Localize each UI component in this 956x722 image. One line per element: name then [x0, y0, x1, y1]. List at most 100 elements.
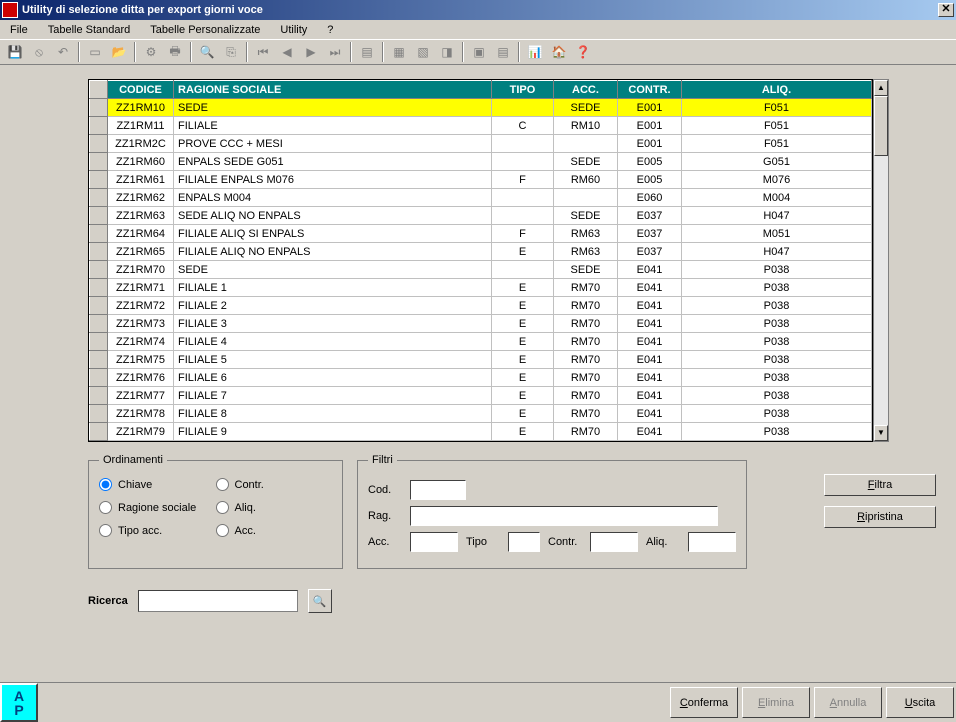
table-row[interactable]: ZZ1RM78FILIALE 8ERM70E041P038 — [90, 405, 872, 423]
cell-ragione[interactable]: FILIALE 5 — [174, 351, 492, 369]
menu-tabelle-personalizzate[interactable]: Tabelle Personalizzate — [144, 22, 266, 38]
row-header[interactable] — [90, 351, 108, 369]
cell-codice[interactable]: ZZ1RM71 — [108, 279, 174, 297]
cell-acc[interactable]: SEDE — [554, 99, 618, 117]
ricerca-input[interactable] — [138, 590, 298, 612]
find-icon[interactable]: 🔍 — [196, 41, 218, 63]
new-icon[interactable]: ▭ — [84, 41, 106, 63]
cell-acc[interactable]: RM70 — [554, 297, 618, 315]
cell-ragione[interactable]: FILIALE 2 — [174, 297, 492, 315]
copy-icon[interactable]: ⎘ — [220, 41, 242, 63]
cell-aliq[interactable]: P038 — [682, 279, 872, 297]
cell-acc[interactable]: RM70 — [554, 333, 618, 351]
cell-tipo[interactable] — [492, 99, 554, 117]
cell-aliq[interactable]: M004 — [682, 189, 872, 207]
cell-ragione[interactable]: FILIALE 8 — [174, 405, 492, 423]
radio-contr-[interactable]: Contr. — [216, 478, 333, 491]
cell-tipo[interactable] — [492, 261, 554, 279]
table-row[interactable]: ZZ1RM76FILIALE 6ERM70E041P038 — [90, 369, 872, 387]
table-row[interactable]: ZZ1RM71FILIALE 1ERM70E041P038 — [90, 279, 872, 297]
cell-codice[interactable]: ZZ1RM2C — [108, 135, 174, 153]
tool3-icon[interactable]: ◨ — [436, 41, 458, 63]
cell-acc[interactable]: SEDE — [554, 261, 618, 279]
cell-codice[interactable]: ZZ1RM10 — [108, 99, 174, 117]
table-row[interactable]: ZZ1RM74FILIALE 4ERM70E041P038 — [90, 333, 872, 351]
cell-contr[interactable]: E041 — [618, 297, 682, 315]
cell-ragione[interactable]: FILIALE ENPALS M076 — [174, 171, 492, 189]
col-codice[interactable]: CODICE — [108, 81, 174, 99]
cell-codice[interactable]: ZZ1RM74 — [108, 333, 174, 351]
cell-contr[interactable]: E037 — [618, 243, 682, 261]
row-header[interactable] — [90, 135, 108, 153]
filtro-tipo-input[interactable] — [508, 532, 540, 552]
table-row[interactable]: ZZ1RM60ENPALS SEDE G051SEDEE005G051 — [90, 153, 872, 171]
ricerca-button[interactable]: 🔍 — [308, 589, 332, 613]
print-icon[interactable]: 🖶 — [164, 41, 186, 63]
cell-contr[interactable]: E041 — [618, 387, 682, 405]
menu-utility[interactable]: Utility — [274, 22, 313, 38]
row-header[interactable] — [90, 171, 108, 189]
row-header[interactable] — [90, 243, 108, 261]
scroll-thumb[interactable] — [874, 96, 888, 156]
radio-aliq-[interactable]: Aliq. — [216, 501, 333, 514]
cell-acc[interactable] — [554, 189, 618, 207]
cell-tipo[interactable] — [492, 153, 554, 171]
settings-icon[interactable]: ⚙ — [140, 41, 162, 63]
cell-acc[interactable]: RM63 — [554, 243, 618, 261]
cell-tipo[interactable] — [492, 189, 554, 207]
filtro-contr-input[interactable] — [590, 532, 638, 552]
row-header[interactable] — [90, 207, 108, 225]
radio-tipo-acc-[interactable]: Tipo acc. — [99, 524, 216, 537]
menu-tabelle-standard[interactable]: Tabelle Standard — [42, 22, 137, 38]
tool1-icon[interactable]: ▦ — [388, 41, 410, 63]
row-header[interactable] — [90, 117, 108, 135]
cell-tipo[interactable]: E — [492, 387, 554, 405]
cell-contr[interactable]: E041 — [618, 405, 682, 423]
cell-contr[interactable]: E041 — [618, 333, 682, 351]
row-header[interactable] — [90, 279, 108, 297]
cell-tipo[interactable] — [492, 207, 554, 225]
radio-input[interactable] — [99, 524, 112, 537]
cell-tipo[interactable]: E — [492, 315, 554, 333]
save-icon[interactable]: 💾 — [4, 41, 26, 63]
radio-input[interactable] — [99, 501, 112, 514]
cell-ragione[interactable]: FILIALE 4 — [174, 333, 492, 351]
menu-help[interactable]: ? — [321, 22, 339, 38]
cell-contr[interactable]: E001 — [618, 135, 682, 153]
cell-acc[interactable]: RM63 — [554, 225, 618, 243]
cell-tipo[interactable]: E — [492, 351, 554, 369]
cell-acc[interactable]: RM60 — [554, 171, 618, 189]
row-header[interactable] — [90, 369, 108, 387]
cell-contr[interactable]: E041 — [618, 351, 682, 369]
cell-tipo[interactable]: E — [492, 279, 554, 297]
close-icon[interactable]: ✕ — [938, 3, 954, 17]
cell-aliq[interactable]: G051 — [682, 153, 872, 171]
cell-codice[interactable]: ZZ1RM76 — [108, 369, 174, 387]
table-row[interactable]: ZZ1RM77FILIALE 7ERM70E041P038 — [90, 387, 872, 405]
cell-ragione[interactable]: ENPALS M004 — [174, 189, 492, 207]
cell-codice[interactable]: ZZ1RM79 — [108, 423, 174, 441]
radio-chiave[interactable]: Chiave — [99, 478, 216, 491]
table-row[interactable]: ZZ1RM61FILIALE ENPALS M076FRM60E005M076 — [90, 171, 872, 189]
row-header[interactable] — [90, 297, 108, 315]
col-ragione[interactable]: RAGIONE SOCIALE — [174, 81, 492, 99]
row-header[interactable] — [90, 333, 108, 351]
cell-aliq[interactable]: M076 — [682, 171, 872, 189]
radio-acc-[interactable]: Acc. — [216, 524, 333, 537]
cell-codice[interactable]: ZZ1RM78 — [108, 405, 174, 423]
cell-aliq[interactable]: P038 — [682, 405, 872, 423]
cell-ragione[interactable]: SEDE — [174, 261, 492, 279]
table-row[interactable]: ZZ1RM75FILIALE 5ERM70E041P038 — [90, 351, 872, 369]
table-row[interactable]: ZZ1RM2CPROVE CCC + MESIE001F051 — [90, 135, 872, 153]
cell-tipo[interactable]: E — [492, 405, 554, 423]
cell-ragione[interactable]: FILIALE — [174, 117, 492, 135]
cell-ragione[interactable]: ENPALS SEDE G051 — [174, 153, 492, 171]
cell-codice[interactable]: ZZ1RM75 — [108, 351, 174, 369]
row-header[interactable] — [90, 189, 108, 207]
cell-aliq[interactable]: F051 — [682, 99, 872, 117]
cell-acc[interactable]: RM70 — [554, 315, 618, 333]
cell-codice[interactable]: ZZ1RM64 — [108, 225, 174, 243]
cell-acc[interactable]: RM70 — [554, 423, 618, 441]
menu-file[interactable]: File — [4, 22, 34, 38]
undo-icon[interactable]: ↶ — [52, 41, 74, 63]
